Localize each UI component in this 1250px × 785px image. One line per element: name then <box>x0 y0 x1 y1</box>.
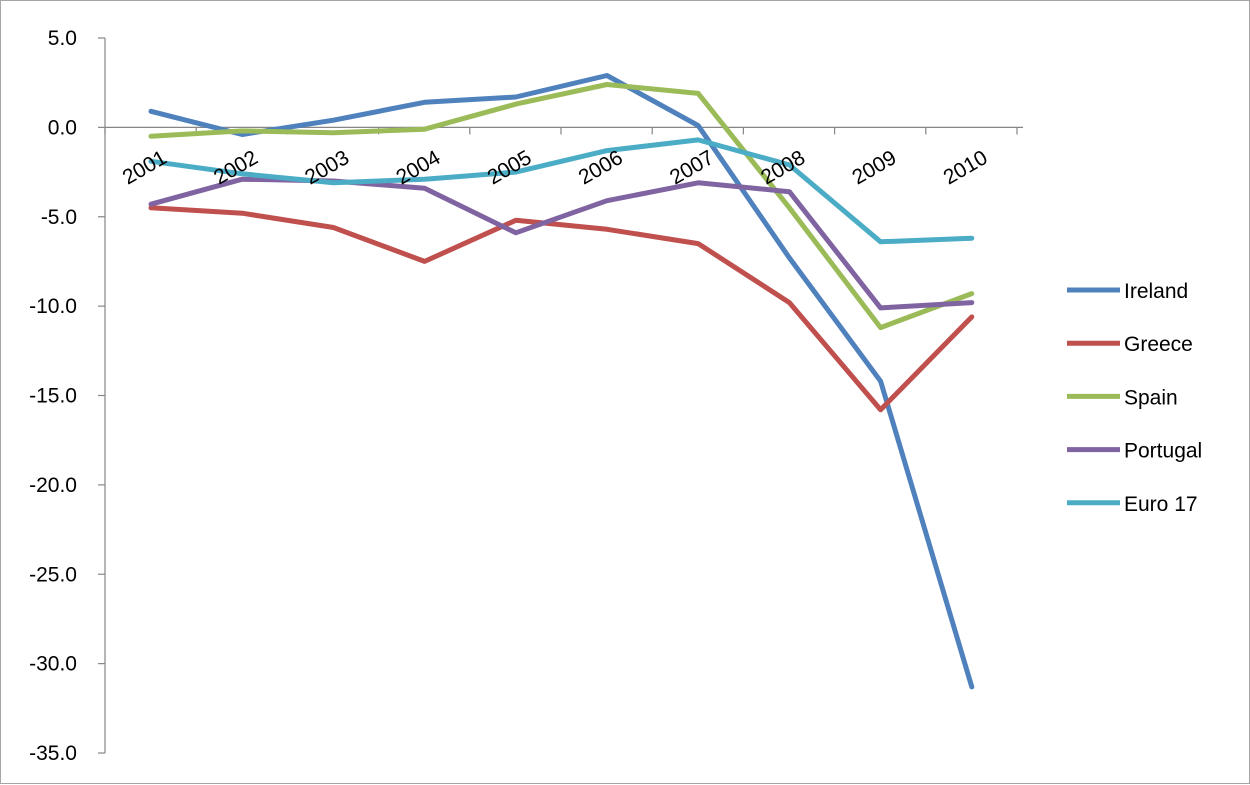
x-tick-label: 2009 <box>848 146 900 189</box>
y-tick-label: -5.0 <box>41 206 77 229</box>
x-tick-label: 2001 <box>119 146 171 189</box>
y-tick-label: -35.0 <box>29 742 77 765</box>
y-tick-label: -15.0 <box>29 385 77 408</box>
x-tick-labels: 2001 2002 2003 2004 2005 2006 2007 2008 2009 2010 <box>119 146 992 189</box>
legend-label: Ireland <box>1124 280 1188 303</box>
y-tick-label: -10.0 <box>29 295 77 318</box>
series-line-ireland <box>148 73 975 690</box>
series-line-greece <box>148 205 975 413</box>
x-tick-label: 2010 <box>940 146 992 189</box>
y-tick-label: 0.0 <box>48 116 77 139</box>
legend-label: Portugal <box>1124 440 1202 463</box>
x-tick-label: 2005 <box>484 146 536 189</box>
y-tick-label: -30.0 <box>29 653 77 676</box>
y-tick-label: -20.0 <box>29 474 77 497</box>
x-tick-label: 2008 <box>757 146 809 189</box>
axes: 5.0 0.0 -5.0 -10.0 -15.0 -20.0 -25.0 -30.0 -35.0 <box>29 27 1023 765</box>
y-tick-label: 5.0 <box>48 27 77 50</box>
legend: Ireland Greece Spain Portugal Euro 17 <box>1067 280 1202 516</box>
series-line-euro-17 <box>148 137 975 245</box>
series-line-spain <box>148 82 975 331</box>
y-tick-label: -25.0 <box>29 563 77 586</box>
legend-label: Greece <box>1124 333 1193 356</box>
series-lines <box>148 73 975 690</box>
legend-label: Euro 17 <box>1124 493 1198 516</box>
x-tick-label: 2004 <box>392 146 444 189</box>
legend-label: Spain <box>1124 386 1178 409</box>
